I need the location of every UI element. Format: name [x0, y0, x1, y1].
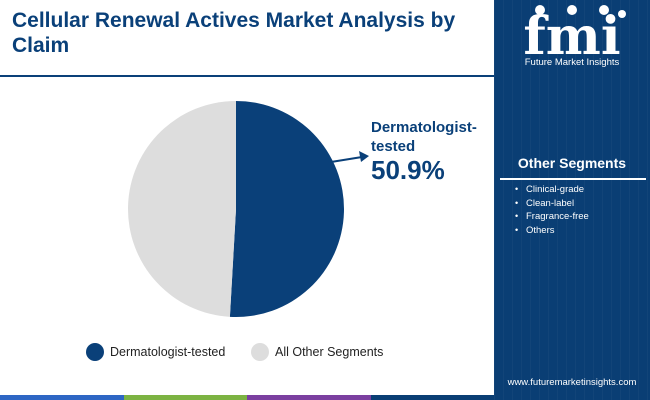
logo-dot-icon: [535, 5, 545, 15]
legend-swatch-all-other-segments: [251, 343, 269, 361]
segment-item: Clinical-grade: [494, 183, 650, 197]
pie-slice-all-other-segments: [128, 101, 236, 317]
segment-item: Others: [494, 224, 650, 238]
page-title: Cellular Renewal Actives Market Analysis…: [12, 9, 456, 57]
callout-value: 50.9%: [371, 155, 445, 185]
bottom-bar-segment: [123, 395, 247, 400]
legend-label: Dermatologist-tested: [110, 345, 226, 359]
logo-dot-icon: [567, 5, 577, 15]
legend-label: All Other Segments: [275, 345, 384, 359]
pie-chart: [128, 101, 369, 317]
bottom-bar-segment: [247, 395, 371, 400]
bottom-bar-segment: [370, 395, 494, 400]
other-segments-list: Clinical-grade Clean-label Fragrance-fre…: [494, 183, 650, 237]
bottom-bar-segment: [0, 395, 124, 400]
logo-wordmark: fmi: [523, 6, 620, 60]
other-segments-heading: Other Segments: [517, 155, 627, 171]
website-url: www.futuremarketinsights.com: [507, 377, 637, 388]
fmi-logo: fmi Future Market Insights: [494, 0, 650, 76]
title-divider: [0, 75, 494, 77]
logo-dot-icon: [618, 10, 626, 18]
callout-arrow-line: [330, 156, 363, 163]
callout-arrow-head: [359, 151, 369, 162]
segment-item: Clean-label: [494, 197, 650, 211]
segment-item: Fragrance-free: [494, 210, 650, 224]
pie-slice-dermatologist-tested: [229, 101, 345, 317]
bottom-color-bar: [0, 395, 494, 400]
other-segments-divider: [500, 178, 646, 180]
logo-brand-name: Future Market Insights: [524, 57, 620, 68]
legend-swatch-dermatologist-tested: [86, 343, 104, 361]
callout-label: Dermatologist-tested: [371, 119, 477, 155]
fmi-logo-icon: fmi: [523, 5, 626, 67]
logo-dot-icon: [599, 5, 609, 15]
sidebar: fmi Future Market Insights Other Segment…: [494, 0, 650, 400]
